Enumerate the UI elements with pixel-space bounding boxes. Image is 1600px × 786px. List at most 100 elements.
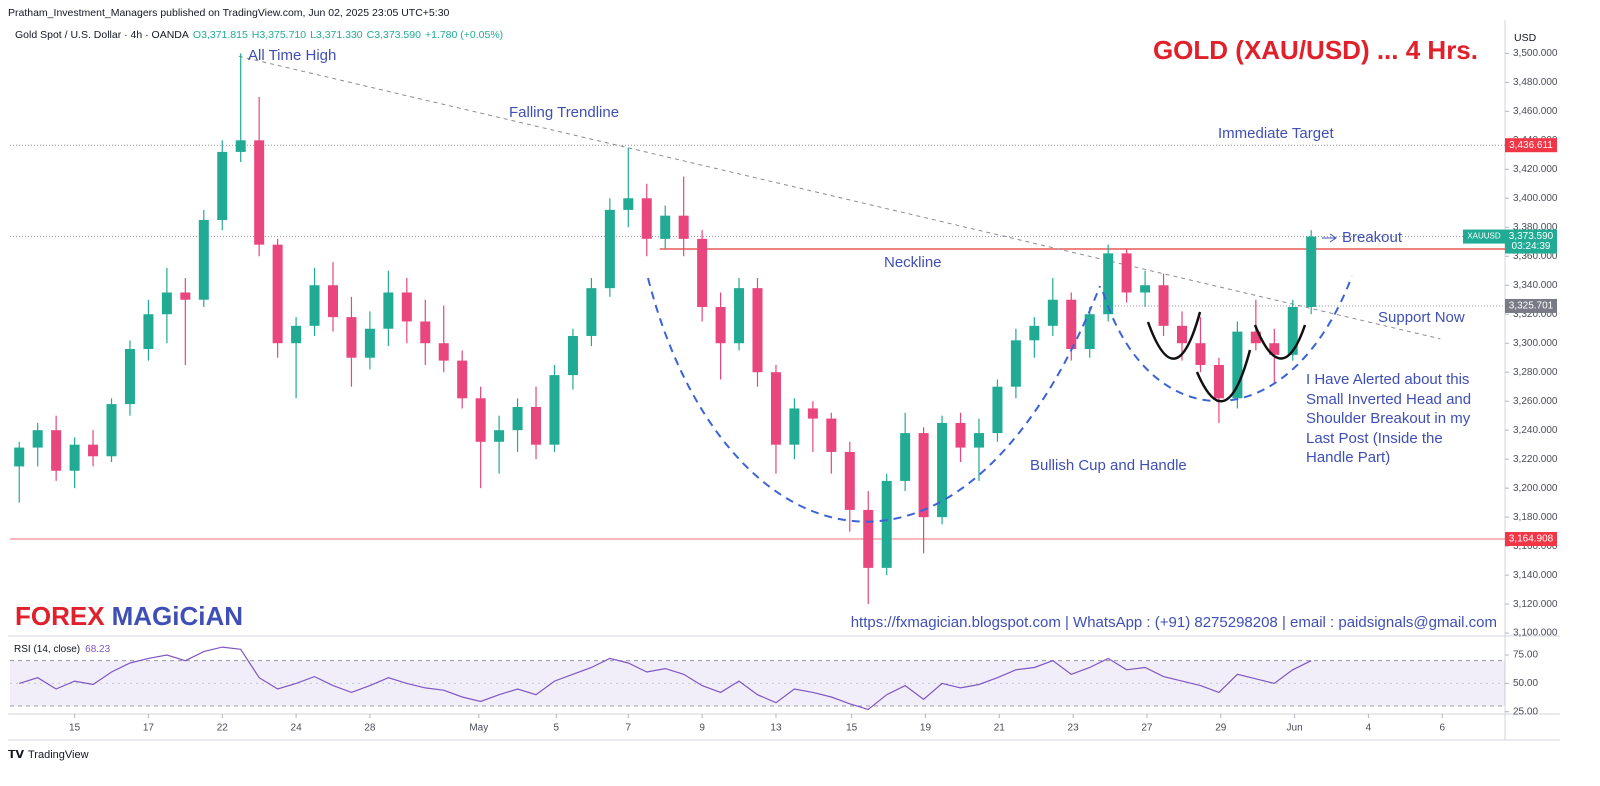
logo: TradingView (28, 749, 89, 761)
candle-body (992, 386, 1003, 434)
contact: https://fxmagician.blogspot.com | WhatsA… (851, 614, 1497, 631)
y-tick-label: 3,400.000 (1513, 193, 1558, 204)
candle-body (106, 404, 117, 457)
candle-body (327, 285, 338, 318)
symbol-label: XAUUSD (1467, 232, 1501, 241)
candle-body (1306, 236, 1317, 307)
x-tick-label: 15 (69, 723, 81, 734)
y-tick-label: 3,360.000 (1513, 251, 1558, 262)
candle-body (567, 335, 578, 376)
y-tick-label: 3,280.000 (1513, 367, 1558, 378)
y-tick-label: 3,460.000 (1513, 106, 1558, 117)
candle-body (88, 444, 99, 457)
y-tick-label: 3,320.000 (1513, 309, 1558, 320)
candle-body (1010, 340, 1021, 387)
candle-body (1084, 314, 1095, 350)
candle-body (401, 292, 412, 322)
candle-body (457, 360, 468, 399)
level-label: 3,325.701 (1509, 301, 1554, 312)
brand-magician: MAGiCiAN (112, 601, 243, 631)
candle-body (1195, 343, 1206, 365)
candle-body (752, 288, 763, 373)
x-tick-label: 13 (770, 723, 782, 734)
x-tick-label: 19 (920, 723, 932, 734)
y-tick-label: 3,300.000 (1513, 338, 1558, 349)
brand: FOREX MAGiCiAN (15, 601, 243, 631)
y-tick-label: 3,180.000 (1513, 512, 1558, 523)
annotation: Breakout (1342, 229, 1403, 246)
candle-body (826, 418, 837, 452)
candle-body (1047, 299, 1058, 326)
y-tick-label: 3,240.000 (1513, 425, 1558, 436)
y-tick-label: 3,220.000 (1513, 454, 1558, 465)
annotation: Neckline (884, 254, 942, 271)
annotation: Support Now (1378, 309, 1465, 326)
symbol-info: Gold Spot / U.S. Dollar · 4h · OANDA O3,3… (15, 29, 503, 41)
x-tick-label: 24 (291, 723, 303, 734)
ohlc-change: +1.780 (+0.05%) (425, 29, 503, 41)
candle-body (1250, 331, 1261, 344)
ohlc-open: O3,371.815 (193, 29, 248, 41)
candle-body (807, 408, 818, 419)
candle-body (973, 433, 984, 448)
candle-body (180, 292, 191, 300)
level-label: 3,436.611 (1509, 140, 1553, 151)
candle-body (1213, 364, 1224, 399)
candle-body (161, 292, 172, 315)
last-price-label: 3,373.590 (1509, 231, 1554, 242)
y-tick-label: 3,120.000 (1513, 599, 1558, 610)
x-tick-label: 5 (554, 723, 560, 734)
candle-body (734, 288, 745, 344)
candle-body (364, 328, 375, 358)
candle-body (770, 372, 781, 445)
y-tick-label: 3,480.000 (1513, 77, 1558, 88)
candle-body (124, 349, 135, 405)
rsi-tick-label: 25.00 (1513, 706, 1538, 717)
level-label-box (1505, 532, 1557, 547)
annotation: All Time High (248, 47, 336, 64)
symbol: Gold Spot / U.S. Dollar · 4h · OANDA (15, 29, 189, 41)
candle-body (586, 288, 597, 336)
last-price-box (1505, 229, 1557, 254)
x-tick-label: 15 (846, 723, 858, 734)
candle-body (937, 422, 948, 518)
candle-body (918, 433, 929, 518)
symbol-box (1463, 229, 1505, 244)
countdown: 03:24:39 (1512, 241, 1551, 252)
candle-body (549, 375, 560, 445)
candle-body (475, 398, 486, 442)
breakout-arrow (1322, 233, 1337, 243)
trendline (238, 55, 1441, 340)
candle-body (641, 198, 652, 239)
x-tick-label: 21 (994, 723, 1006, 734)
rsi-value: 68.23 (85, 644, 110, 655)
candle-body (346, 317, 357, 358)
rsi-name: RSI (14, close) (14, 644, 80, 655)
x-tick-label: Jun (1287, 723, 1303, 734)
y-tick-label: 3,160.000 (1513, 541, 1558, 552)
candle-body (494, 430, 505, 442)
level-label-box (1505, 298, 1557, 313)
y-tick-label: 3,260.000 (1513, 396, 1558, 407)
rsi-tick-label: 75.00 (1513, 650, 1538, 661)
candle-body (1177, 325, 1188, 344)
level-label: 3,164.908 (1509, 534, 1554, 545)
annotation: Immediate Target (1218, 125, 1334, 142)
annotation: Last Post (Inside the (1306, 430, 1443, 447)
candle-body (32, 430, 43, 448)
right-shoulder (1253, 324, 1307, 360)
annotation: Small Inverted Head and (1306, 391, 1471, 408)
publish-info: Pratham_Investment_Managers published on… (8, 7, 450, 19)
annotation: Bullish Cup and Handle (1030, 457, 1187, 474)
candle-body (604, 209, 615, 289)
rsi-tick-label: 50.00 (1513, 678, 1538, 689)
annotation: Falling Trendline (509, 104, 619, 121)
y-tick-label: 3,100.000 (1513, 628, 1558, 639)
candle-body (1103, 253, 1114, 315)
x-tick-label: May (469, 723, 488, 734)
x-tick-label: 23 (1068, 723, 1080, 734)
ohlc-low: L3,371.330 (310, 29, 363, 41)
candle-body (272, 244, 283, 344)
